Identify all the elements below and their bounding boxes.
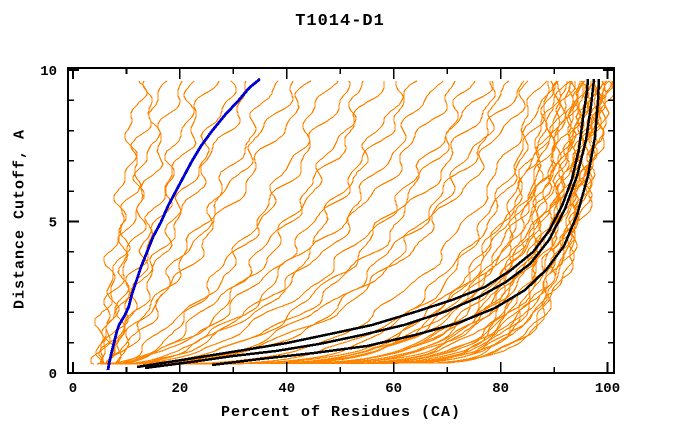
- orange-curve: [131, 81, 613, 365]
- chart-title: T1014-D1: [295, 12, 385, 31]
- orange-curve: [112, 80, 602, 365]
- orange-curve: [104, 80, 279, 365]
- orange-curve: [117, 80, 456, 365]
- orange-curve: [99, 80, 195, 364]
- x-tick-label: 60: [385, 381, 402, 397]
- x-tick-label: 0: [69, 381, 77, 397]
- orange-curve: [120, 81, 496, 365]
- orange-curve: [115, 81, 385, 365]
- orange-curve: [101, 80, 183, 365]
- black-curve: [211, 78, 601, 367]
- orange-prediction-curves: [90, 80, 613, 365]
- orange-curve: [115, 80, 525, 365]
- orange-curve: [115, 81, 610, 365]
- orange-curve: [106, 80, 220, 365]
- orange-curve: [139, 80, 598, 365]
- orange-curve: [101, 80, 339, 365]
- tick-labels: 0 20 40 60 80 100 0 5 10: [40, 64, 620, 397]
- orange-curve: [90, 80, 168, 365]
- y-tick-label: 10: [40, 64, 57, 80]
- orange-curve: [109, 80, 579, 365]
- orange-curve: [98, 80, 247, 365]
- y-tick-label: 0: [49, 367, 57, 383]
- orange-curve: [104, 80, 364, 365]
- orange-curve: [133, 80, 592, 365]
- x-tick-label: 40: [278, 381, 295, 397]
- orange-curve: [107, 80, 444, 365]
- x-tick-label: 20: [171, 381, 188, 397]
- orange-curve: [99, 81, 404, 365]
- black-curve: [144, 78, 596, 370]
- orange-curve: [115, 81, 568, 365]
- x-axis-title: Percent of Residues (CA): [220, 404, 462, 421]
- x-tick-label: 80: [492, 381, 509, 397]
- axes-frame: [67, 67, 615, 374]
- plot-area: 0 20 40 60 80 100 0 5 10: [40, 64, 620, 397]
- orange-curve: [112, 80, 561, 365]
- orange-curve: [101, 80, 548, 365]
- orange-curve: [104, 80, 476, 365]
- black-reference-curves: [136, 78, 601, 370]
- black-curve: [136, 78, 590, 369]
- orange-curve: [109, 80, 237, 365]
- orange-curve: [109, 80, 494, 365]
- orange-curve: [109, 80, 351, 365]
- y-tick-label: 5: [49, 216, 57, 232]
- orange-curve: [104, 80, 312, 365]
- orange-curve: [107, 80, 613, 365]
- blue-highlight-curve: [106, 77, 261, 371]
- orange-curve: [117, 81, 550, 365]
- orange-curve: [117, 81, 581, 365]
- curves-layer: [90, 77, 613, 371]
- orange-curve: [109, 80, 529, 365]
- orange-curve: [112, 80, 418, 365]
- orange-curve: [109, 80, 554, 365]
- orange-curve: [112, 80, 294, 365]
- orange-curve: [104, 81, 599, 365]
- blue-curve: [106, 77, 261, 371]
- orange-curve: [107, 80, 510, 365]
- x-tick-label: 100: [595, 381, 620, 397]
- orange-curve: [112, 81, 592, 365]
